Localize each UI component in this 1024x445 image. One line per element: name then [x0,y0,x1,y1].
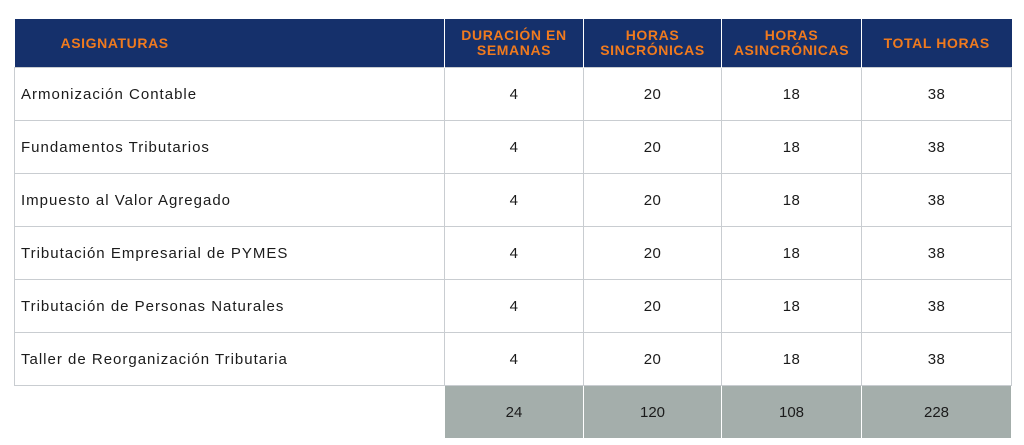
course-weeks: 4 [444,67,584,121]
course-async-hours: 18 [721,173,862,227]
table-row: Impuesto al Valor Agregado 4 20 18 38 [14,173,1012,227]
table-row: Fundamentos Tributarios 4 20 18 38 [14,120,1012,174]
total-sync-hours: 120 [583,385,722,438]
course-async-hours: 18 [721,332,862,386]
course-name: Impuesto al Valor Agregado [14,173,445,227]
header-asignaturas: ASIGNATURAS [14,19,445,68]
course-weeks: 4 [444,332,584,386]
course-total-hours: 38 [861,279,1012,333]
table-row: Armonización Contable 4 20 18 38 [14,67,1012,121]
course-hours-table: ASIGNATURAS DURACIÓN EN SEMANAS HORAS SI… [14,19,1012,438]
course-total-hours: 38 [861,67,1012,121]
course-table-container: ASIGNATURAS DURACIÓN EN SEMANAS HORAS SI… [14,19,1012,438]
course-total-hours: 38 [861,332,1012,386]
course-total-hours: 38 [861,226,1012,280]
course-async-hours: 18 [721,226,862,280]
table-row: Taller de Reorganización Tributaria 4 20… [14,332,1012,386]
course-name: Tributación de Personas Naturales [14,279,445,333]
course-weeks: 4 [444,226,584,280]
course-weeks: 4 [444,173,584,227]
course-weeks: 4 [444,120,584,174]
header-horas-sincronicas: HORAS SINCRÓNICAS [583,19,722,68]
table-header-row: ASIGNATURAS DURACIÓN EN SEMANAS HORAS SI… [14,19,1012,68]
course-total-hours: 38 [861,173,1012,227]
course-name: Fundamentos Tributarios [14,120,445,174]
course-sync-hours: 20 [583,120,722,174]
course-sync-hours: 20 [583,173,722,227]
total-hours: 228 [861,385,1012,438]
course-weeks: 4 [444,279,584,333]
course-sync-hours: 20 [583,279,722,333]
totals-row: 24 120 108 228 [14,385,1012,438]
course-name: Armonización Contable [14,67,445,121]
course-sync-hours: 20 [583,332,722,386]
course-async-hours: 18 [721,67,862,121]
course-name: Tributación Empresarial de PYMES [14,226,445,280]
table-row: Tributación Empresarial de PYMES 4 20 18… [14,226,1012,280]
totals-blank-cell [14,385,445,438]
total-weeks: 24 [444,385,584,438]
course-sync-hours: 20 [583,67,722,121]
course-name: Taller de Reorganización Tributaria [14,332,445,386]
course-async-hours: 18 [721,120,862,174]
course-async-hours: 18 [721,279,862,333]
header-total-horas: TOTAL HORAS [861,19,1012,68]
total-async-hours: 108 [721,385,862,438]
header-duracion-semanas: DURACIÓN EN SEMANAS [444,19,584,68]
table-row: Tributación de Personas Naturales 4 20 1… [14,279,1012,333]
header-horas-asincronicas: HORAS ASINCRÓNICAS [721,19,862,68]
course-total-hours: 38 [861,120,1012,174]
course-sync-hours: 20 [583,226,722,280]
